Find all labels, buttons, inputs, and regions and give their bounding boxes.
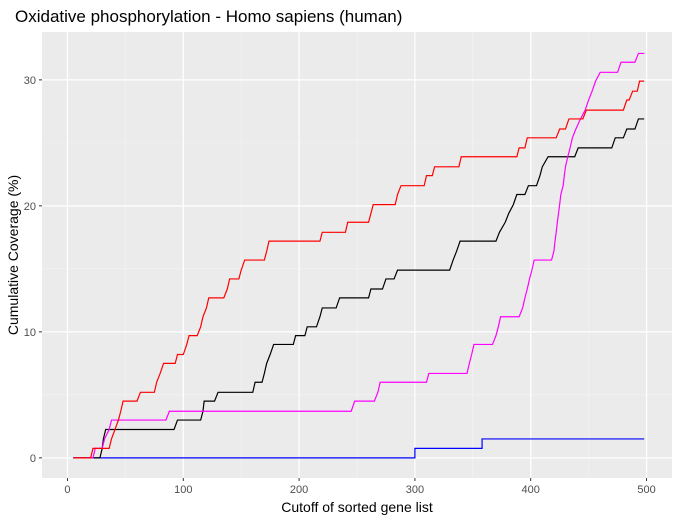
x-tick-label: 300 <box>406 484 424 496</box>
series-line-4 <box>73 80 645 459</box>
axis-ticks: 0 100 200 300 400 500 0 10 20 30 <box>24 75 656 496</box>
series-line-3 <box>73 52 645 459</box>
series-line-2 <box>73 118 645 459</box>
y-axis-title: Cumulative Coverage (%) <box>5 175 21 335</box>
y-tick-label: 30 <box>24 75 36 87</box>
x-axis-title: Cutoff of sorted gene list <box>281 499 433 515</box>
chart-title: Oxidative phosphorylation - Homo sapiens… <box>15 7 402 26</box>
x-tick-label: 500 <box>637 484 655 496</box>
y-tick-label: 20 <box>24 201 36 213</box>
x-tick-label: 400 <box>522 484 540 496</box>
x-tick-label: 200 <box>290 484 308 496</box>
series-lines <box>73 52 645 459</box>
x-tick-label: 0 <box>64 484 70 496</box>
x-tick-label: 100 <box>174 484 192 496</box>
y-tick-label: 10 <box>24 327 36 339</box>
y-tick-label: 0 <box>30 453 36 465</box>
series-line-1 <box>73 438 645 459</box>
